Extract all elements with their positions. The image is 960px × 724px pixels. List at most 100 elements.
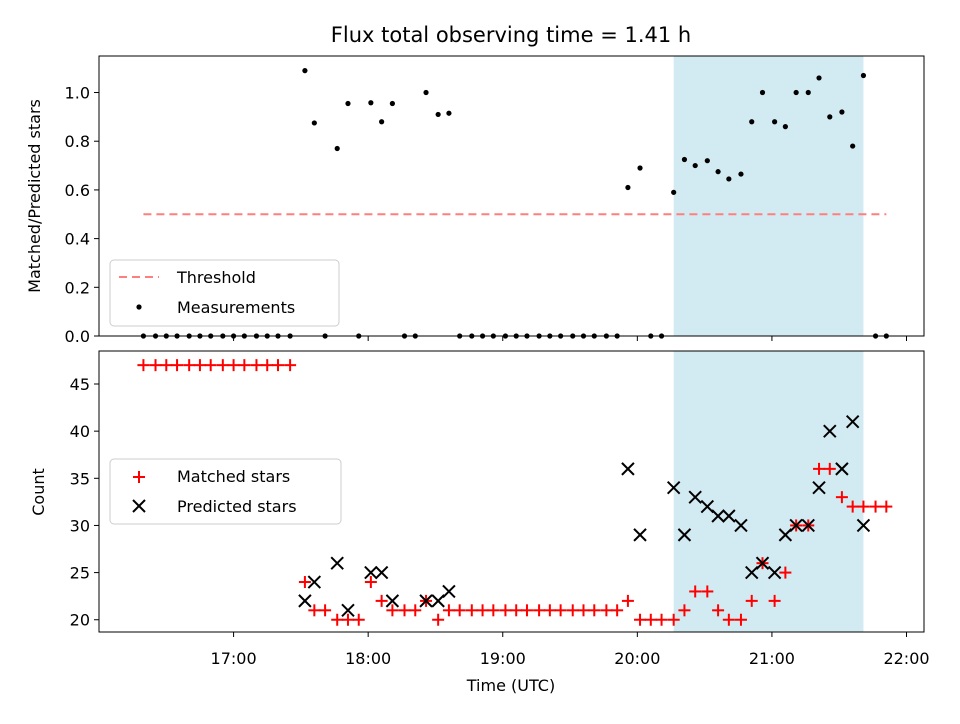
matched-star-point	[835, 491, 848, 504]
matched-star-point	[261, 359, 274, 372]
matched-star-point	[621, 594, 634, 607]
matched-star-point	[364, 576, 377, 589]
matched-star-point	[352, 613, 365, 626]
matched-star-point	[409, 604, 422, 617]
matched-star-point	[137, 359, 150, 372]
count-y-tick-label: 25	[70, 564, 90, 583]
count-y-tick-label: 45	[70, 375, 90, 394]
ratio-y-tick-label: 0.8	[65, 132, 90, 151]
count-x-ticks: 17:00 18:00 19:00 20:00 21:00 22:00	[211, 632, 930, 668]
matched-star-point	[611, 604, 624, 617]
count-y-tick-label: 40	[70, 422, 90, 441]
measurement-point	[446, 110, 452, 116]
measurement-point	[637, 165, 643, 171]
matched-star-point	[644, 613, 657, 626]
matched-star-point	[678, 604, 691, 617]
matched-star-point	[857, 500, 870, 513]
measurement-point	[435, 111, 441, 118]
predicted-star-point	[666, 481, 681, 495]
measurement-point	[759, 89, 766, 96]
x-tick-label: 21:00	[749, 649, 795, 668]
matched-star-point	[160, 359, 173, 372]
matched-star-point	[712, 604, 725, 617]
matched-star-point	[227, 359, 240, 372]
observing-window-shade	[673, 56, 864, 336]
matched-star-point	[667, 613, 680, 626]
matched-star-point	[271, 359, 284, 372]
ratio-y-tick-label: 0.2	[65, 278, 90, 297]
predicted-star-point	[734, 518, 748, 533]
predicted-star-point	[722, 509, 736, 523]
matched-star-point	[331, 613, 344, 626]
ratio-legend-box	[109, 259, 340, 327]
x-tick-label: 18:00	[345, 649, 391, 668]
measurement-point	[671, 189, 677, 195]
matched-star-point	[655, 613, 668, 626]
predicted-star-point	[789, 518, 803, 533]
predicted-star-point	[341, 603, 355, 618]
predicted-star-point	[298, 594, 312, 608]
measurement-point	[379, 119, 385, 125]
measurement-point	[334, 145, 340, 152]
matched-star-point	[588, 604, 601, 617]
ratio-x-ticks	[233, 336, 908, 341]
matched-star-point	[193, 359, 206, 372]
ratio-y-tick-label: 0.6	[65, 181, 90, 200]
matched-star-point	[453, 604, 466, 617]
measurement-point	[816, 75, 822, 81]
matched-star-point	[298, 576, 311, 589]
matched-star-point	[566, 604, 579, 617]
ratio-y-tick-label: 1.0	[65, 84, 90, 103]
predicted-star-point	[823, 424, 837, 438]
matched-star-point	[823, 462, 836, 475]
matched-star-point	[284, 359, 297, 372]
matched-star-point	[779, 566, 792, 579]
matched-star-point	[554, 604, 567, 617]
matched-star-point	[375, 594, 388, 607]
matched-star-point	[734, 613, 747, 626]
measurement-point	[704, 158, 710, 164]
matched-star-point	[216, 359, 229, 372]
legend-measurement-swatch	[136, 304, 142, 310]
predicted-star-point	[856, 518, 871, 533]
matched-star-point	[499, 604, 512, 617]
count-y-axis-label: Count	[29, 468, 48, 516]
count-y-tick-label: 20	[70, 611, 90, 630]
matched-star-point	[543, 604, 556, 617]
predicted-star-point	[364, 565, 378, 580]
matched-star-point	[880, 500, 893, 513]
predicted-star-point	[688, 490, 702, 504]
predicted-star-point	[419, 594, 433, 608]
predicted-star-point	[442, 584, 456, 599]
matched-star-point	[689, 585, 702, 598]
matched-star-point	[869, 500, 882, 513]
x-axis-label: Time (UTC)	[466, 676, 555, 695]
measurement-point	[726, 176, 732, 182]
matched-star-point	[465, 604, 478, 617]
ratio-y-tick-label: 0.4	[65, 230, 90, 249]
matched-star-point	[701, 585, 714, 598]
matched-star-point	[238, 359, 251, 372]
measurement-point	[749, 119, 755, 125]
matched-star-point	[319, 604, 332, 617]
measurement-point	[389, 100, 395, 107]
legend-measurements-label: Measurements	[177, 298, 295, 317]
ratio-panel: 0.0 0.2 0.4 0.6 0.8 1.0 Matched/Predicted sta…	[25, 55, 925, 346]
measurement-point	[368, 100, 374, 106]
measurement-point	[302, 68, 308, 74]
predicted-star-point	[677, 528, 692, 542]
matched-star-point	[634, 613, 647, 626]
measurement-point	[782, 124, 788, 130]
x-tick-label: 17:00	[211, 649, 257, 668]
predicted-star-point	[745, 565, 759, 580]
measurement-point	[839, 109, 845, 115]
matched-star-point	[398, 604, 411, 617]
count-panel: 20 25 30 35 40 45 17:00 18:00 19:00 20:00 21:00 22…	[29, 350, 930, 695]
observing-window-shade-bottom	[673, 351, 864, 632]
legend-matched-label: Matched stars	[177, 467, 290, 486]
matched-stars-points	[137, 359, 893, 626]
measurement-point	[692, 162, 698, 169]
matched-star-point	[510, 604, 523, 617]
legend-predicted-label: Predicted stars	[177, 497, 297, 516]
count-legend: Matched stars Predicted stars	[109, 458, 342, 525]
